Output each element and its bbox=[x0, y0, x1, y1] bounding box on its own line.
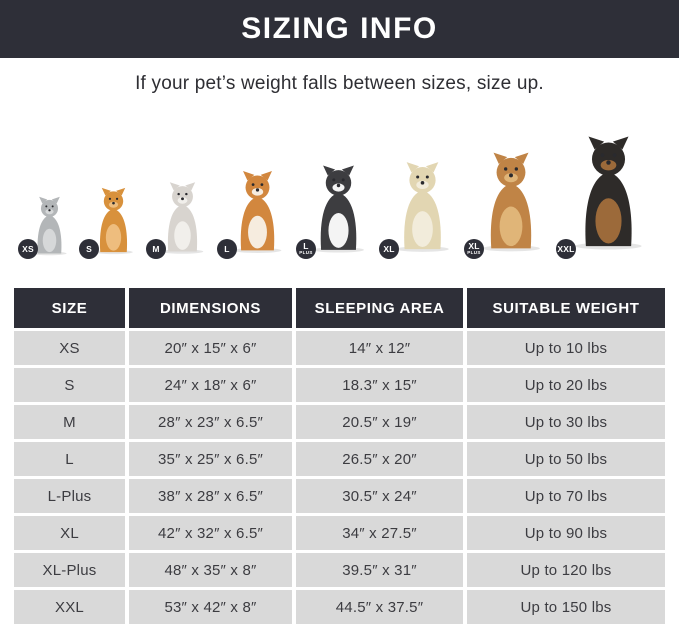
table-cell: Up to 10 lbs bbox=[467, 331, 665, 365]
column-header-dimensions: DIMENSIONS bbox=[129, 288, 292, 328]
table-cell: Up to 70 lbs bbox=[467, 479, 665, 513]
table-cell: 38″ x 28″ x 6.5″ bbox=[129, 479, 292, 513]
pet-doberman: XXL bbox=[556, 125, 652, 261]
size-badge: M bbox=[146, 239, 166, 259]
table-cell: 20.5″ x 19″ bbox=[296, 405, 463, 439]
table-cell: XL-Plus bbox=[14, 553, 125, 587]
doberman-icon bbox=[575, 136, 642, 250]
table-cell: 48″ x 35″ x 8″ bbox=[129, 553, 292, 587]
page-title: SIZING INFO bbox=[241, 12, 438, 45]
title-banner: SIZING INFO bbox=[0, 0, 679, 58]
table-cell: XL bbox=[14, 516, 125, 550]
pet-cat: XS bbox=[18, 191, 72, 261]
size-badge-sublabel: PLUS bbox=[467, 250, 481, 256]
table-cell: M bbox=[14, 405, 125, 439]
table-cell: XS bbox=[14, 331, 125, 365]
pet-shiba-inu: L bbox=[217, 163, 289, 261]
size-badge-label: L bbox=[224, 243, 230, 254]
size-badge: L bbox=[217, 239, 237, 259]
column-header-sleeping-area: SLEEPING AREA bbox=[296, 288, 463, 328]
size-badge: XL PLUS bbox=[464, 239, 484, 259]
size-badge-label: XL bbox=[383, 243, 395, 254]
table-cell: S bbox=[14, 368, 125, 402]
column-header-suitable-weight: SUITABLE WEIGHT bbox=[467, 288, 665, 328]
size-badge-label: M bbox=[152, 243, 160, 254]
size-badge-sublabel: PLUS bbox=[299, 250, 313, 256]
size-badge: S bbox=[79, 239, 99, 259]
table-cell: Up to 120 lbs bbox=[467, 553, 665, 587]
size-badge-label: S bbox=[86, 243, 92, 254]
table-cell: 35″ x 25″ x 6.5″ bbox=[129, 442, 292, 476]
cat-icon bbox=[32, 196, 67, 256]
table-cell: Up to 90 lbs bbox=[467, 516, 665, 550]
table-cell: 20″ x 15″ x 6″ bbox=[129, 331, 292, 365]
pomeranian-icon bbox=[94, 187, 133, 255]
pet-border-collie: L PLUS bbox=[296, 157, 372, 261]
size-badge: XS bbox=[18, 239, 38, 259]
size-badge-label: L bbox=[303, 241, 309, 252]
table-cell: 30.5″ x 24″ bbox=[296, 479, 463, 513]
table-cell: L bbox=[14, 442, 125, 476]
size-badge-label: XS bbox=[22, 243, 34, 254]
table-cell: 53″ x 42″ x 8″ bbox=[129, 590, 292, 624]
table-cell: 44.5″ x 37.5″ bbox=[296, 590, 463, 624]
table-cell: 28″ x 23″ x 6.5″ bbox=[129, 405, 292, 439]
table-cell: Up to 50 lbs bbox=[467, 442, 665, 476]
sizing-table: SIZE DIMENSIONS SLEEPING AREA SUITABLE WEIG… bbox=[14, 288, 665, 624]
pet-golden-retriever: XL PLUS bbox=[464, 143, 549, 261]
size-badge: L PLUS bbox=[296, 239, 316, 259]
pet-labrador: XL bbox=[379, 153, 457, 261]
table-cell: Up to 20 lbs bbox=[467, 368, 665, 402]
border-collie-icon bbox=[313, 165, 364, 253]
column-header-size: SIZE bbox=[14, 288, 125, 328]
table-cell: Up to 30 lbs bbox=[467, 405, 665, 439]
shiba-inu-icon bbox=[233, 171, 282, 253]
table-cell: XXL bbox=[14, 590, 125, 624]
french-bulldog-icon bbox=[161, 182, 204, 254]
labrador-icon bbox=[396, 162, 449, 252]
table-cell: 14″ x 12″ bbox=[296, 331, 463, 365]
table-cell: Up to 150 lbs bbox=[467, 590, 665, 624]
table-cell: 39.5″ x 31″ bbox=[296, 553, 463, 587]
table-cell: 18.3″ x 15″ bbox=[296, 368, 463, 402]
table-cell: L-Plus bbox=[14, 479, 125, 513]
size-badge-label: XL bbox=[468, 241, 480, 252]
table-cell: 26.5″ x 20″ bbox=[296, 442, 463, 476]
table-cell: 42″ x 32″ x 6.5″ bbox=[129, 516, 292, 550]
size-badge: XXL bbox=[556, 239, 576, 259]
subtitle: If your pet’s weight falls between sizes… bbox=[135, 73, 544, 94]
pet-french-bulldog: M bbox=[146, 175, 210, 261]
size-badge-label: XXL bbox=[557, 243, 575, 254]
table-cell: 24″ x 18″ x 6″ bbox=[129, 368, 292, 402]
pet-pomeranian: S bbox=[79, 181, 139, 261]
table-cell: 34″ x 27.5″ bbox=[296, 516, 463, 550]
golden-retriever-icon bbox=[482, 152, 540, 252]
pet-size-lineup: XS S M L L PLUS XL XL PLUS XXL bbox=[0, 111, 679, 261]
size-badge: XL bbox=[379, 239, 399, 259]
